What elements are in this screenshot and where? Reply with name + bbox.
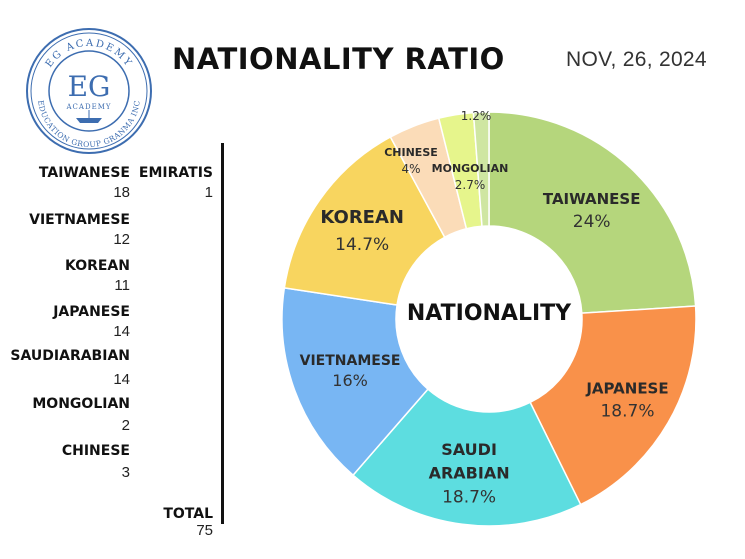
stat-value-taiwanese: 18 [113,184,130,201]
slice-label-vietnamese: VIETNAMESE [300,353,401,369]
total-value: 75 [196,522,213,539]
slice-label-saudi-arabian-1: ARABIAN [429,463,510,482]
slice-label-mongolian: MONGOLIAN [432,162,509,175]
stat-name-saudiarabian: SAUDIARABIAN [10,348,130,364]
slice-value-emiratis: 1.2% [461,110,492,123]
slice-label-chinese: CHINESE [384,146,438,159]
donut-center-label: NATIONALITY [407,301,572,326]
slice-japanese [529,305,697,506]
logo-monogram: EG [68,70,111,103]
stat-value-emiratis: 1 [204,184,213,201]
stat-value-japanese: 14 [113,323,130,340]
ship-icon [76,118,102,123]
slice-value-chinese: 4% [401,162,420,176]
slice-label-taiwanese: TAIWANESE [543,190,641,208]
slice-label-japanese: JAPANESE [585,380,668,398]
stat-name-korean: KOREAN [64,258,130,274]
slice-vietnamese [281,287,429,477]
slice-taiwanese [488,111,697,314]
eg-academy-logo: EG ACADEMY EDUCATION GROUP GRANMA INC EG… [26,28,152,154]
divider-line [221,143,224,524]
slice-label-korean: KOREAN [320,207,404,228]
slice-emiratis [472,111,490,228]
stat-name-mongolian: MONGOLIAN [32,396,130,412]
total-label: TOTAL [163,506,213,522]
stat-value-vietnamese: 12 [113,231,130,248]
stat-value-saudiarabian: 14 [113,371,130,388]
slice-value-vietnamese: 16% [332,371,368,390]
nationality-donut-chart: TAIWANESE 24% JAPANESE 18.7% SAUDI ARABIAN 18.… [281,110,697,527]
stat-name-emiratis: EMIRATIS [138,165,213,181]
stat-name-vietnamese: VIETNAMESE [29,212,130,228]
slice-value-mongolian: 2.7% [455,178,486,192]
slice-value-taiwanese: 24% [573,212,611,232]
slice-value-saudi-arabian: 18.7% [442,488,496,508]
slice-korean [283,135,446,306]
page-title: NATIONALITY RATIO [172,42,505,76]
slice-value-japanese: 18.7% [600,401,654,421]
nationality-count-list: TAIWANESE 18 EMIRATIS 1 VIETNAMESE 12 KO… [0,0,230,559]
stat-value-chinese: 3 [121,464,130,481]
slice-value-korean: 14.7% [335,235,389,255]
stat-name-chinese: CHINESE [61,443,130,459]
slice-label-saudi-arabian-0: SAUDI [441,440,497,459]
slice-saudi-arabian [352,388,582,527]
logo-sub-text: ACADEMY [66,103,112,111]
stat-name-japanese: JAPANESE [53,304,130,320]
stat-value-mongolian: 2 [121,417,130,434]
report-date: NOV, 26, 2024 [566,48,707,71]
stat-value-korean: 11 [114,277,130,294]
stat-name-taiwanese: TAIWANESE [38,165,130,181]
